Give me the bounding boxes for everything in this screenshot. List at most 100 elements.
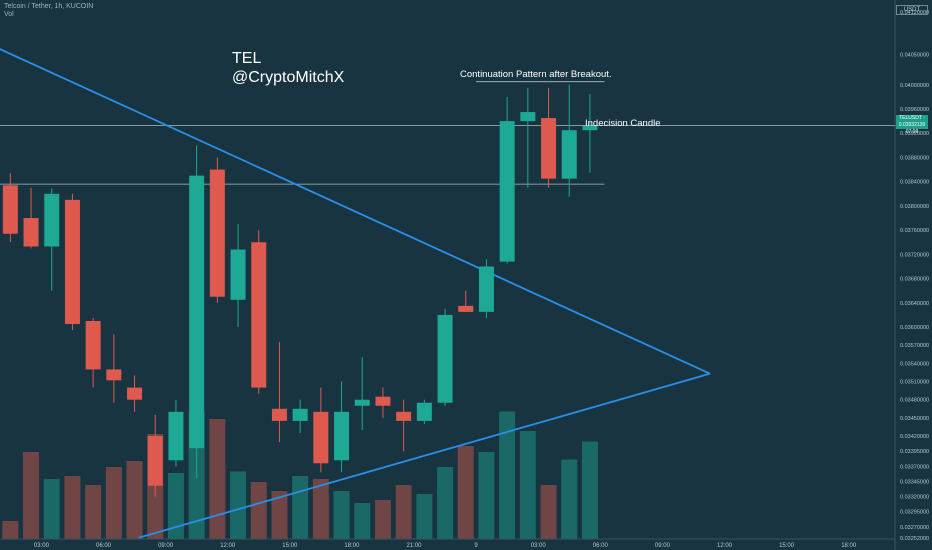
volume-bar (230, 471, 247, 539)
volume-bar (167, 473, 184, 539)
volume-bar (416, 494, 433, 539)
last-price-symbol: TELUSDT · 0.03932139 (898, 115, 926, 128)
indecision-candle-note: Indecision Candle (585, 118, 661, 129)
candle-body (23, 218, 39, 247)
time-tick-label: 9 (474, 543, 478, 549)
volume-bar (437, 467, 454, 539)
volume-bar (126, 461, 143, 539)
candle-body (499, 121, 515, 262)
volume-bar (105, 467, 122, 539)
price-tick-label: 0.03920000 (900, 131, 929, 137)
candle-body (313, 411, 329, 464)
price-tick-label: 0.03295000 (900, 510, 929, 516)
time-tick-label: 21:00 (406, 543, 422, 549)
last-price-tag: TELUSDT · 0.03932139 07:09 (896, 115, 928, 135)
price-tick-label: 0.04050000 (900, 53, 929, 59)
volume-bar (23, 452, 40, 539)
volume-bar (395, 485, 412, 539)
price-tick-label: 0.03720000 (900, 252, 929, 258)
candle-body (561, 130, 577, 179)
volume-bar (519, 431, 536, 539)
time-axis-ticks: 03:00 06:00 09:00 12:00 15:00 18:00 21:00 9 03:0… (34, 543, 857, 549)
price-tick-label: 0.03640000 (900, 301, 929, 307)
candle-body (582, 125, 598, 131)
volume-bar (292, 476, 309, 539)
volume-bar (250, 482, 267, 539)
candle-countdown: 07:09 (905, 129, 919, 135)
price-tick-label: 0.03345000 (900, 479, 929, 485)
author-annotation: TEL @CryptoMitchX (232, 49, 344, 87)
volume-bar (354, 503, 371, 539)
volume-bar (561, 459, 578, 539)
volume-bar (581, 441, 598, 539)
continuation-pattern-note: Continuation Pattern after Breakout. (460, 69, 612, 80)
price-tick-label: 0.03540000 (900, 361, 929, 367)
time-tick-label: 03:00 (34, 543, 50, 549)
candle-body (64, 199, 80, 325)
candle-body (375, 396, 391, 406)
volume-bar (374, 500, 391, 539)
candle-body (334, 411, 350, 461)
candle-body (437, 314, 453, 403)
candle-body (2, 185, 18, 234)
volume-bar (43, 479, 60, 539)
price-tick-label: 0.03880000 (900, 155, 929, 161)
time-tick-label: 15:00 (282, 543, 298, 549)
time-tick-label: 09:00 (158, 543, 174, 549)
candle-body (189, 175, 205, 449)
candle-body (458, 305, 474, 312)
price-axis-ticks: 0.04120000 0.04050000 0.04000000 0.03960000… (900, 10, 929, 542)
candle-body (44, 193, 60, 247)
volume-bar (499, 411, 516, 539)
volume-bar (85, 485, 102, 539)
candle-body (396, 411, 412, 421)
price-tick-label: 0.03395000 (900, 449, 929, 455)
candle-body (147, 436, 163, 486)
price-tick-label: 0.03510000 (900, 380, 929, 386)
time-tick-label: 06:00 (593, 543, 609, 549)
volume-bars (2, 411, 598, 539)
price-tick-label: 0.03680000 (900, 277, 929, 283)
axis-currency-button[interactable]: USDT (896, 5, 928, 15)
volume-bar (2, 521, 19, 539)
volume-bar (312, 479, 329, 539)
volume-bar (271, 491, 288, 539)
candle-body (292, 408, 308, 421)
candles (2, 84, 598, 497)
author-symbol: TEL (232, 50, 262, 67)
price-tick-label: 0.03840000 (900, 180, 929, 186)
volume-bar (457, 446, 474, 539)
volume-indicator-label: Vol (4, 11, 14, 18)
price-tick-label: 0.03480000 (900, 398, 929, 404)
candle-body (354, 399, 370, 406)
candle-body (230, 249, 246, 300)
candle-body (520, 112, 536, 122)
time-tick-label: 15:00 (779, 543, 795, 549)
volume-bar (478, 452, 495, 539)
volume-bar (333, 491, 350, 539)
candle-body (541, 118, 557, 179)
price-tick-label: 0.03420000 (900, 434, 929, 440)
price-tick-label: 0.03570000 (900, 343, 929, 349)
price-tick-label: 0.03800000 (900, 204, 929, 210)
volume-bar (540, 485, 557, 539)
time-tick-label: 09:00 (655, 543, 671, 549)
time-tick-label: 18:00 (344, 543, 360, 549)
time-tick-label: 18:00 (841, 543, 857, 549)
price-tick-label: 0.03320000 (900, 495, 929, 501)
triangle-trendline (0, 48, 711, 375)
price-tick-label: 0.03270000 (900, 525, 929, 531)
price-tick-label: 0.03252000 (900, 536, 929, 542)
candle-body (168, 411, 184, 461)
time-tick-label: 03:00 (531, 543, 547, 549)
time-tick-label: 12:00 (717, 543, 733, 549)
volume-bar (209, 419, 226, 539)
author-handle: @CryptoMitchX (232, 69, 345, 86)
price-tick-label: 0.03370000 (900, 464, 929, 470)
candle-body (271, 408, 287, 421)
price-tick-label: 0.03960000 (900, 107, 929, 113)
price-tick-label: 0.04000000 (900, 83, 929, 89)
candle-body (416, 402, 432, 421)
candle-body (251, 242, 267, 388)
price-tick-label: 0.03600000 (900, 325, 929, 331)
